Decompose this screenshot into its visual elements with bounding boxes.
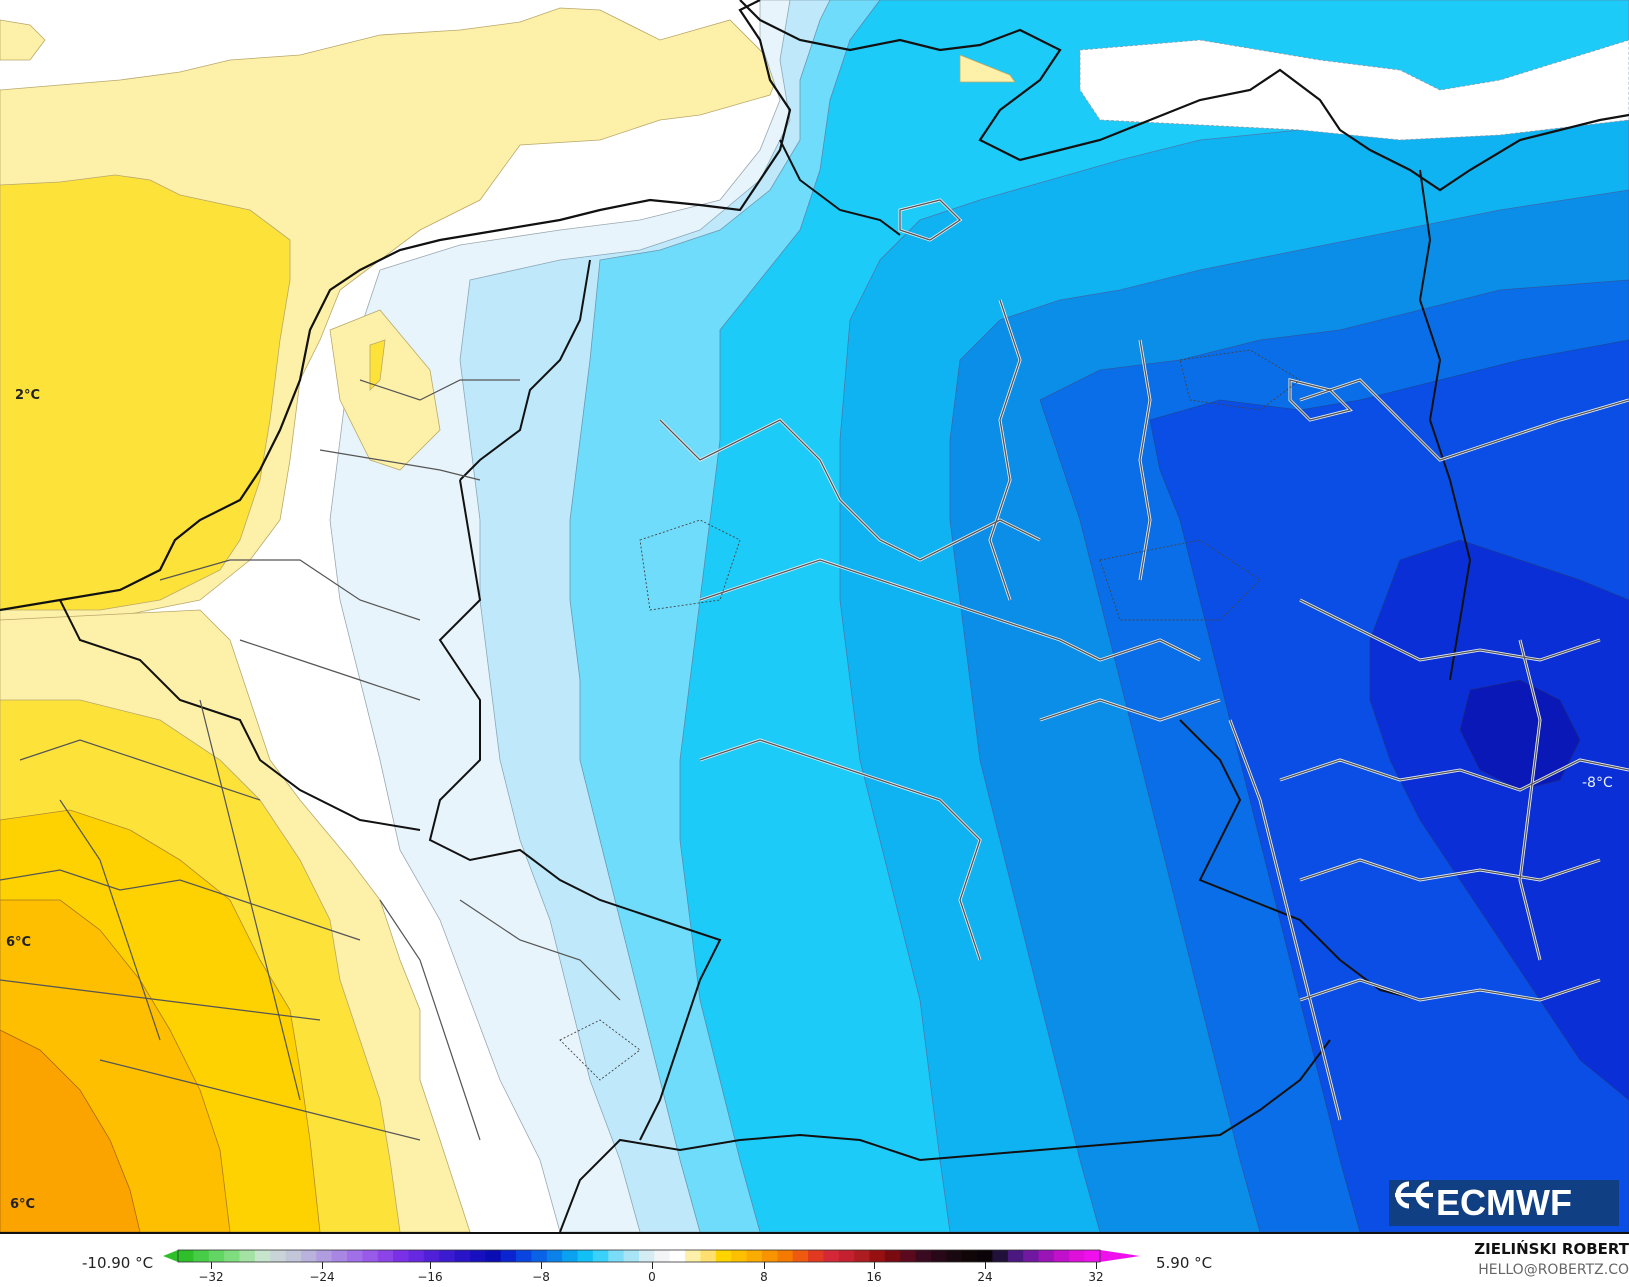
temperature-label-6c-bottom: 6°C [10, 1197, 36, 1212]
colorbar-tick-label: −16 [417, 1270, 443, 1284]
colorbar-tick-label: 32 [1088, 1270, 1104, 1284]
coast-danish [779, 139, 901, 236]
pale-yellow-patch-top [0, 19, 46, 61]
border-south [559, 1039, 1331, 1232]
colorbar-scale [163, 1249, 1140, 1263]
border-nl [459, 259, 591, 481]
border-west [428, 479, 722, 1141]
colorbar-min-label: -10.90 °C [82, 1254, 154, 1272]
colorbar-tick-mark [541, 1262, 542, 1269]
colorbar-tick-mark [764, 1262, 765, 1269]
coastline-north [739, 0, 1629, 192]
border-east [1418, 169, 1472, 681]
colorbar-tick-label: −32 [198, 1270, 224, 1284]
temperature-map: 2°C 6°C 6°C -8°C ECMWF [0, 0, 1629, 1234]
author-email: HELLO@ROBERTZ.CO [1478, 1262, 1629, 1278]
colorbar-max-label: 5.90 °C [1156, 1254, 1213, 1272]
border-czech [1179, 719, 1421, 1001]
coastline [0, 0, 792, 612]
colorbar-tick-mark [211, 1262, 212, 1269]
ecmwf-logo: ECMWF [1389, 1180, 1619, 1226]
temperature-label-6c-top: 6°C [6, 935, 32, 950]
colorbar-tick-label: 16 [866, 1270, 882, 1284]
ecmwf-emblem-icon [1395, 1181, 1433, 1209]
colorbar-legend: -10.90 °C −32 −24 −16 −8 0 8 16 24 32 5.90 °C [0, 1232, 1629, 1287]
colorbar-tick-label: −24 [309, 1270, 335, 1284]
orange-southwest [0, 1029, 141, 1232]
temperature-label-minus8c: -8°C [1582, 775, 1613, 791]
colorbar-tick-mark [1096, 1262, 1097, 1269]
colorbar-tick-label: 0 [648, 1270, 656, 1284]
colorbar-tick-label: 24 [977, 1270, 993, 1284]
yellow-region-west [0, 174, 291, 611]
author-name: ZIELIŃSKI ROBERT [1474, 1240, 1629, 1258]
colorbar-tick-label: −8 [532, 1270, 550, 1284]
ecmwf-logo-text: ECMWF [1436, 1182, 1572, 1223]
temperature-contours [0, 0, 1629, 1232]
navy-region [1459, 679, 1581, 791]
colorbar-tick-mark [430, 1262, 431, 1269]
colorbar-tick-mark [874, 1262, 875, 1269]
colorbar-tick-mark [652, 1262, 653, 1269]
author-credit: ZIELIŃSKI ROBERT HELLO@ROBERTZ.CO [1474, 1240, 1629, 1278]
colorbar-tick-mark [985, 1262, 986, 1269]
border-belgium [59, 599, 421, 831]
colorbar-tick-mark [322, 1262, 323, 1269]
admin-borders [0, 379, 621, 1141]
colorbar-tick-label: 8 [760, 1270, 768, 1284]
temperature-label-2c: 2°C [15, 388, 41, 403]
